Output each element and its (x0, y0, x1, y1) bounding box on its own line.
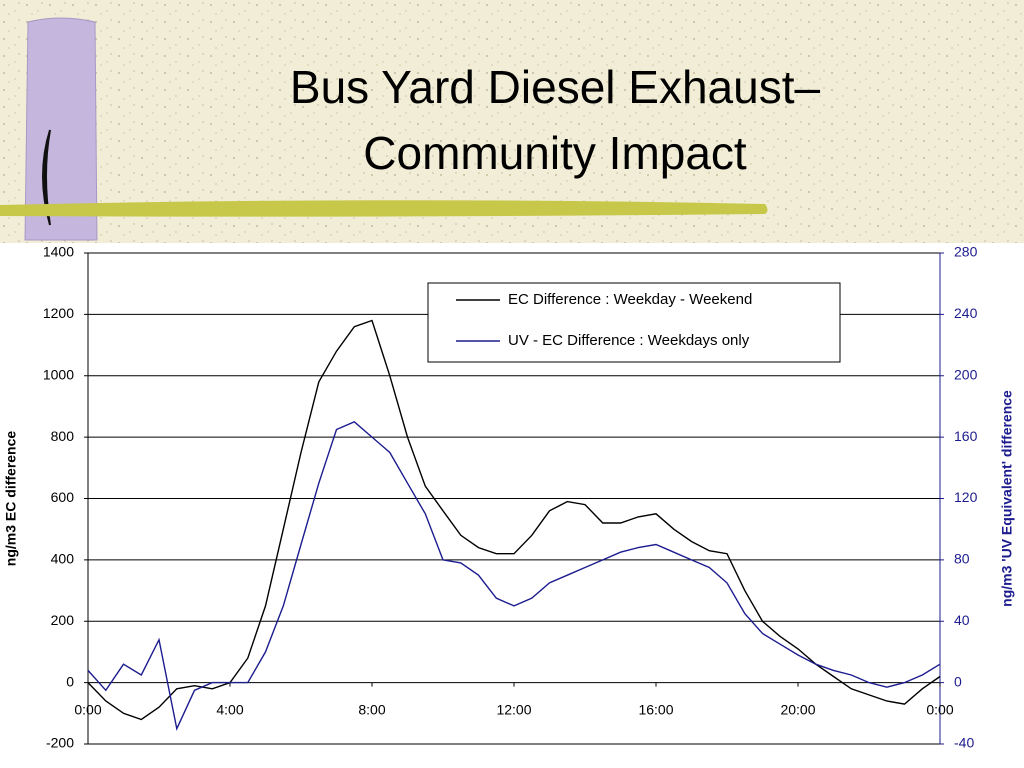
y-tick-label: 200 (51, 612, 75, 628)
y-tick-label: 600 (51, 489, 75, 505)
x-tick-label: 20:00 (780, 701, 815, 717)
x-tick-label: 12:00 (496, 701, 531, 717)
y2-tick-label: 200 (954, 366, 978, 382)
x-tick-label: 16:00 (638, 701, 673, 717)
y-tick-label: 1200 (43, 305, 74, 321)
legend-box (427, 282, 841, 363)
x-tick-label: 0:00 (74, 701, 101, 717)
y2-tick-label: 120 (954, 489, 978, 505)
slide-title: Bus Yard Diesel Exhaust– (290, 61, 821, 113)
y-tick-label: 0 (66, 673, 74, 689)
slide-title: Community Impact (363, 127, 747, 179)
data-line (87, 420, 941, 731)
chart: -200 0 200 400 600 800 1000 1200 1400 -40 0 40 80 120… (3, 244, 1015, 751)
y2-tick-label: 0 (954, 673, 962, 689)
y2-axis-label: ng/m3 'UV Equivalent' difference (999, 390, 1015, 607)
accent-bar (0, 200, 768, 217)
y2-tick-label: -40 (954, 735, 974, 751)
y-tick-label: -200 (46, 735, 74, 751)
legend-label: UV - EC Difference : Weekdays only (508, 332, 750, 349)
x-tick-label: 4:00 (216, 701, 243, 717)
y-tick-label: 400 (51, 551, 75, 567)
y-tick-label: 800 (51, 428, 75, 444)
x-tick-label: 0:00 (926, 701, 953, 717)
y2-tick-label: 280 (954, 244, 978, 260)
y-tick-label: 1400 (43, 244, 74, 260)
y-tick-label: 1000 (43, 366, 74, 382)
y2-tick-label: 240 (954, 305, 978, 321)
x-tick-label: 8:00 (358, 701, 385, 717)
legend-label: EC Difference : Weekday - Weekend (508, 291, 752, 308)
bracket-icon (42, 129, 51, 226)
y2-tick-label: 40 (954, 612, 970, 628)
y-axis-label: ng/m3 EC difference (3, 431, 19, 567)
y2-tick-label: 160 (954, 428, 978, 444)
y2-tick-label: 80 (954, 551, 970, 567)
